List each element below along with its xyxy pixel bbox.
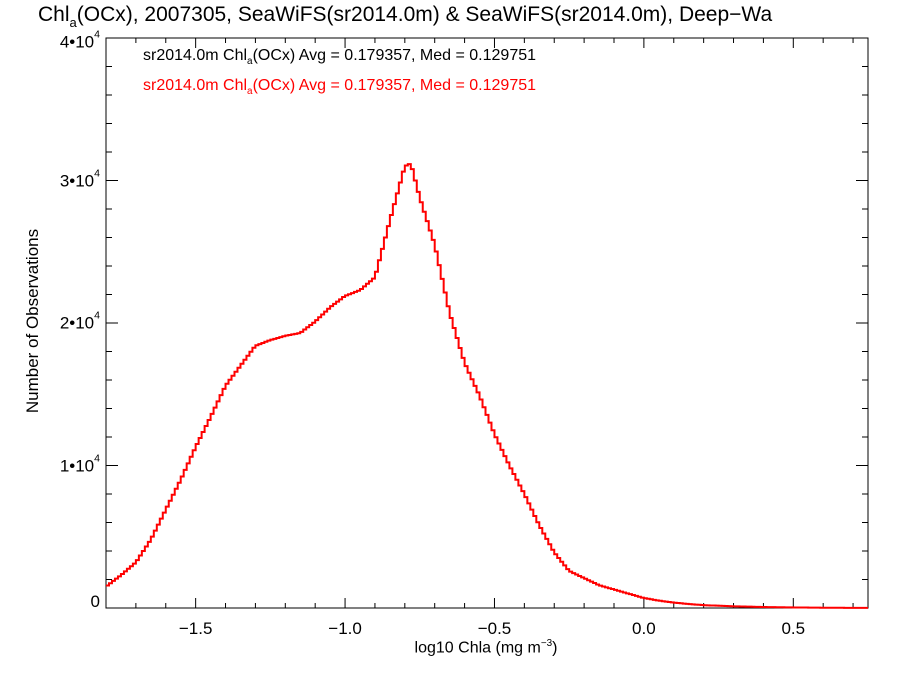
x-tick-label: −0.5 [477,619,512,638]
axis-ticks [105,37,868,609]
plot-frame [105,37,869,609]
x-tick-label: −1.0 [328,619,362,638]
y-axis-label: Number of Observations [23,228,42,414]
legend-entry-2: sr2014.0m Chla(OCx) Avg = 0.179357, Med … [143,77,537,98]
x-tick-label: 0.0 [632,619,656,638]
y-tick-label: 2•104 [59,309,100,333]
series-line-1 [106,163,868,609]
y-tick-label: 4•104 [59,28,100,52]
x-axis-label: log10 Chla (mg m−3) [414,638,558,657]
y-tick-label: 3•104 [59,167,100,190]
y-tick-label: 0 [90,592,100,611]
x-tick-label: 0.5 [781,619,806,638]
y-tick-label: 1•104 [59,452,100,475]
x-tick-label: −1.5 [178,619,213,638]
chart-title: Chla(OCx), 2007305, SeaWiFS(sr2014.0m) &… [38,3,773,31]
series-layer [106,163,868,609]
legend-entry-1: sr2014.0m Chla(OCx) Avg = 0.179357, Med … [143,47,537,68]
